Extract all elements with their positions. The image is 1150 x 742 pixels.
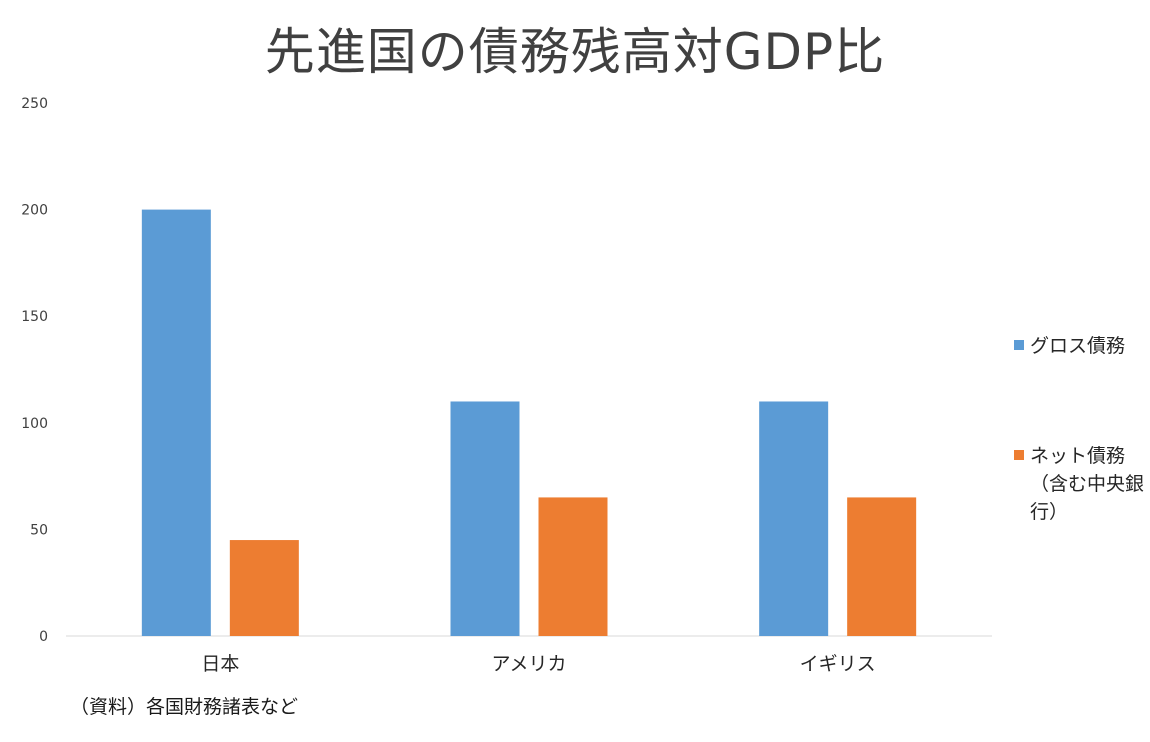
chart-title: 先進国の債務残高対GDP比 xyxy=(264,23,886,81)
legend-label: ネット債務（含む中央銀行） xyxy=(1030,445,1145,523)
y-tick-label: 0 xyxy=(39,629,48,645)
y-tick-label: 100 xyxy=(21,416,48,432)
bar-gross xyxy=(450,401,520,636)
legend-item-gross: グロス債務 xyxy=(1014,332,1148,360)
legend-item-net: ネット債務（含む中央銀行） xyxy=(1014,442,1148,526)
y-axis-ticks: 0 50 100 150 200 250 xyxy=(21,96,48,645)
source-note: （資料）各国財務諸表など xyxy=(70,696,299,718)
y-tick-label: 150 xyxy=(21,309,48,325)
bar-gross xyxy=(141,209,211,636)
bars xyxy=(141,209,917,636)
legend: グロス債務 ネット債務（含む中央銀行） xyxy=(1014,332,1148,526)
x-category-label: イギリス xyxy=(800,653,876,675)
bar-net xyxy=(538,497,608,636)
legend-label: グロス債務 xyxy=(1030,335,1126,357)
x-category-label: アメリカ xyxy=(491,653,566,675)
bar-net xyxy=(229,540,299,636)
y-tick-label: 250 xyxy=(21,96,48,112)
x-axis-category-labels: 日本 アメリカ イギリス xyxy=(201,653,875,675)
bar-gross xyxy=(759,401,829,636)
y-tick-label: 50 xyxy=(30,522,48,538)
y-tick-label: 200 xyxy=(21,203,48,219)
bar-net xyxy=(847,497,917,636)
legend-swatch xyxy=(1014,340,1024,350)
x-category-label: 日本 xyxy=(201,653,239,675)
legend-swatch xyxy=(1014,450,1024,460)
